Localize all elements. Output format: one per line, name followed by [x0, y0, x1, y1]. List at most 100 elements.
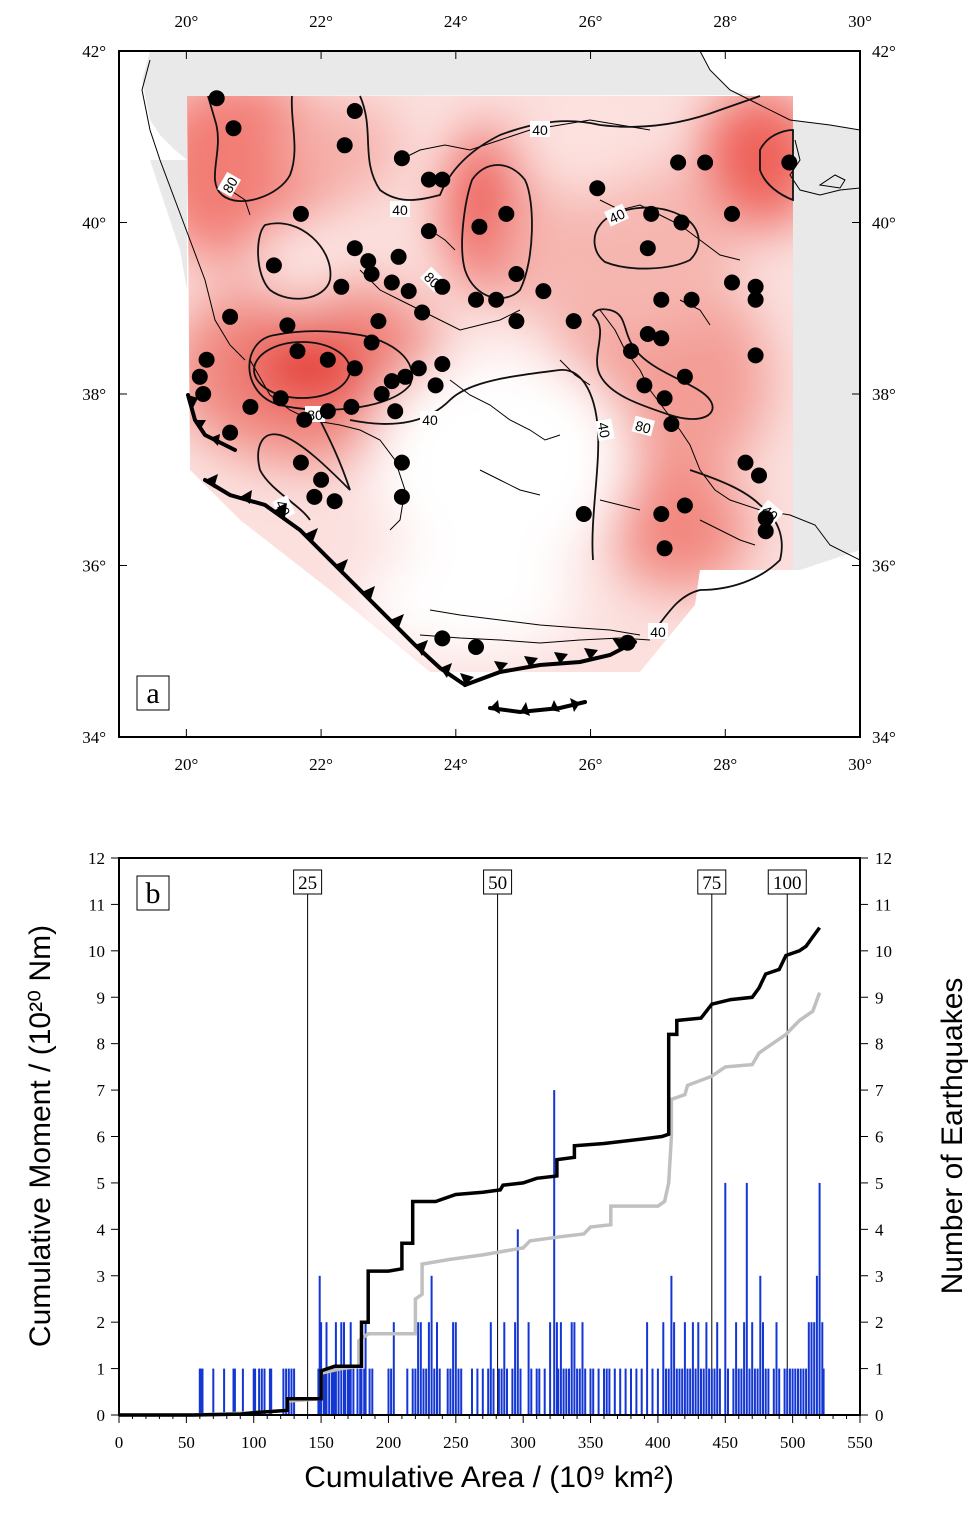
count-bar [519, 1368, 522, 1415]
count-bar [549, 1322, 552, 1415]
count-bar [797, 1368, 799, 1415]
count-bar [756, 1368, 759, 1415]
count-bar [753, 1368, 756, 1415]
y-tick-label-left: 1 [97, 1360, 106, 1379]
count-bar [667, 1368, 670, 1415]
earthquake-markers [191, 90, 798, 655]
earthquake-dot [393, 488, 410, 505]
count-bar [282, 1368, 285, 1415]
earthquake-dot [292, 454, 309, 471]
earthquake-dot [468, 639, 484, 655]
earthquake-dot [410, 360, 427, 377]
count-bar [287, 1368, 290, 1415]
earthquake-dot [619, 634, 636, 651]
earthquake-dot [400, 283, 417, 300]
count-bar [318, 1275, 321, 1416]
earthquake-dot [195, 386, 212, 402]
x-tick-label: 450 [713, 1433, 739, 1452]
count-bar [646, 1322, 649, 1415]
count-bar [332, 1368, 335, 1415]
earthquake-dot [508, 313, 525, 330]
earthquake-dot [434, 630, 451, 647]
y-tick-label-left: 5 [97, 1174, 106, 1193]
y-axis-title-right: Number of Earthquakes [936, 978, 969, 1295]
earthquake-dot [676, 368, 693, 385]
count-bar [516, 1229, 519, 1415]
count-bar [751, 1322, 754, 1415]
plot-area [119, 858, 860, 1415]
count-bar [686, 1368, 689, 1415]
count-bar [673, 1322, 676, 1415]
count-bar [212, 1368, 215, 1415]
count-bar [422, 1368, 425, 1415]
panel-label-b: b [136, 875, 170, 911]
earthquake-dot [373, 386, 390, 402]
count-marker-box [697, 869, 727, 895]
earthquake-dot [663, 416, 680, 432]
earthquake-dot [656, 540, 673, 557]
count-bar [489, 1322, 492, 1415]
count-bar [562, 1368, 565, 1415]
count-bar [724, 1182, 727, 1415]
count-bar [320, 1322, 323, 1415]
earthquake-dot [370, 313, 387, 330]
count-bar [786, 1368, 789, 1415]
earthquake-dot [636, 377, 653, 394]
count-bar [438, 1368, 441, 1415]
earthquake-dot [326, 493, 343, 510]
earthquake-dot [420, 223, 437, 240]
earthquake-dot [434, 278, 451, 295]
earthquake-dot [225, 120, 242, 137]
y-tick-label-left: 12 [88, 849, 105, 868]
earthquake-dot [498, 205, 515, 222]
trench-teeth [188, 395, 628, 716]
count-bar [348, 1368, 351, 1415]
count-bar [608, 1368, 611, 1415]
map-x-tick-label-top: 26° [579, 12, 603, 31]
earthquake-dot [265, 257, 282, 274]
contour-label: 40 [604, 203, 630, 227]
count-bar [630, 1368, 632, 1415]
count-bar [635, 1368, 638, 1415]
y-tick-label-right: 8 [875, 1035, 884, 1054]
earthquake-dot [757, 523, 774, 540]
count-bar [252, 1368, 255, 1415]
map-x-tick-label-bottom: 22° [309, 755, 333, 774]
earthquake-dot [292, 205, 309, 222]
count-marker-box [483, 869, 513, 895]
count-bar [530, 1368, 533, 1415]
count-bar [233, 1368, 236, 1415]
count-bar [670, 1275, 673, 1416]
earthquake-dot [414, 304, 431, 321]
y-tick-label-right: 11 [875, 895, 891, 914]
map-y-tick-label-right: 40° [872, 214, 896, 233]
count-bar [411, 1368, 414, 1415]
count-bar [794, 1368, 797, 1415]
count-bar [344, 1368, 347, 1415]
count-bar [360, 1368, 363, 1415]
x-tick-label: 50 [178, 1433, 195, 1452]
y-tick-label-left: 6 [97, 1128, 106, 1147]
y-tick-label-left: 10 [88, 942, 105, 961]
map-x-tick-label-top: 20° [174, 12, 198, 31]
map-x-tick-label-top: 22° [309, 12, 333, 31]
contour-label: 40 [390, 201, 410, 218]
count-bar [201, 1368, 204, 1415]
map-y-tick-label-left: 36° [82, 557, 106, 576]
y-tick-label-left: 7 [97, 1081, 106, 1100]
map-y-tick-label-right: 34° [872, 728, 896, 747]
earthquake-dot [420, 171, 437, 188]
count-bar [511, 1368, 514, 1415]
earthquake-count-markers: 25 50 75 100 [293, 869, 807, 1415]
y-tick-label-right: 3 [875, 1267, 884, 1286]
earthquake-dot [653, 291, 670, 308]
earthquake-dot [670, 154, 687, 171]
count-bar [392, 1322, 395, 1415]
y-tick-label-left: 0 [97, 1406, 106, 1425]
count-bar [584, 1368, 587, 1415]
map-y-tick-label-right: 42° [872, 42, 896, 61]
count-bar [767, 1368, 770, 1415]
count-bar [352, 1368, 355, 1415]
count-bar [322, 1368, 325, 1415]
y-tick-label-right: 5 [875, 1174, 884, 1193]
